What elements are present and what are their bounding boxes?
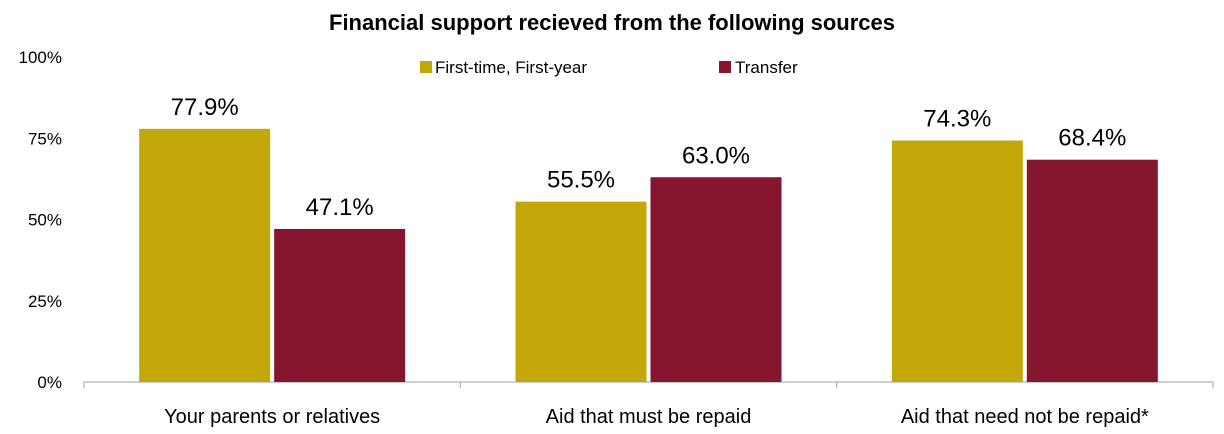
bar-first-time-first-year-aid-that-need-not-be-repaid xyxy=(891,140,1023,382)
legend: First-time, First-year Transfer xyxy=(420,58,798,77)
legend-label-transfer: Transfer xyxy=(735,58,798,77)
category-labels: Your parents or relatives Aid that must b… xyxy=(164,406,1149,428)
y-tick-label-100: 100% xyxy=(19,48,62,67)
bar-first-time-first-year-your-parents-or-relatives xyxy=(139,128,271,382)
chart-title: Financial support recieved from the foll… xyxy=(329,10,895,35)
data-label-first-time-first-year-your-parents-or-relatives: 77.9% xyxy=(171,94,239,121)
data-label-first-time-first-year-aid-that-need-not-be-repaid: 74.3% xyxy=(923,106,991,133)
x-axis xyxy=(83,381,1214,388)
y-tick-label-75: 75% xyxy=(28,129,62,148)
data-label-transfer-your-parents-or-relatives: 47.1% xyxy=(306,194,374,221)
data-label-transfer-aid-that-need-not-be-repaid: 68.4% xyxy=(1058,125,1126,152)
legend-swatch-transfer xyxy=(719,61,731,73)
category-label-aid-that-must-be-repaid: Aid that must be repaid xyxy=(546,406,752,428)
category-label-your-parents-or-relatives: Your parents or relatives xyxy=(164,406,380,428)
y-tick-label-25: 25% xyxy=(28,292,62,311)
data-labels: 77.9% 47.1% 55.5% 63.0% 74.3% 68.4% xyxy=(171,94,1127,221)
bars xyxy=(139,128,1158,382)
bar-transfer-aid-that-need-not-be-repaid xyxy=(1026,159,1158,382)
y-tick-label-50: 50% xyxy=(28,211,62,230)
y-tick-label-0: 0% xyxy=(37,373,62,392)
y-axis-tick-labels: 0% 25% 50% 75% 100% xyxy=(19,48,62,392)
bar-first-time-first-year-aid-that-must-be-repaid xyxy=(515,201,647,382)
bar-transfer-your-parents-or-relatives xyxy=(274,228,406,382)
category-label-aid-that-need-not-be-repaid: Aid that need not be repaid* xyxy=(901,406,1149,428)
data-label-transfer-aid-that-must-be-repaid: 63.0% xyxy=(682,142,750,169)
legend-label-first-time-first-year: First-time, First-year xyxy=(435,58,587,77)
legend-swatch-first-time-first-year xyxy=(420,61,432,73)
bar-transfer-aid-that-must-be-repaid xyxy=(650,177,782,382)
data-label-first-time-first-year-aid-that-must-be-repaid: 55.5% xyxy=(547,167,615,194)
